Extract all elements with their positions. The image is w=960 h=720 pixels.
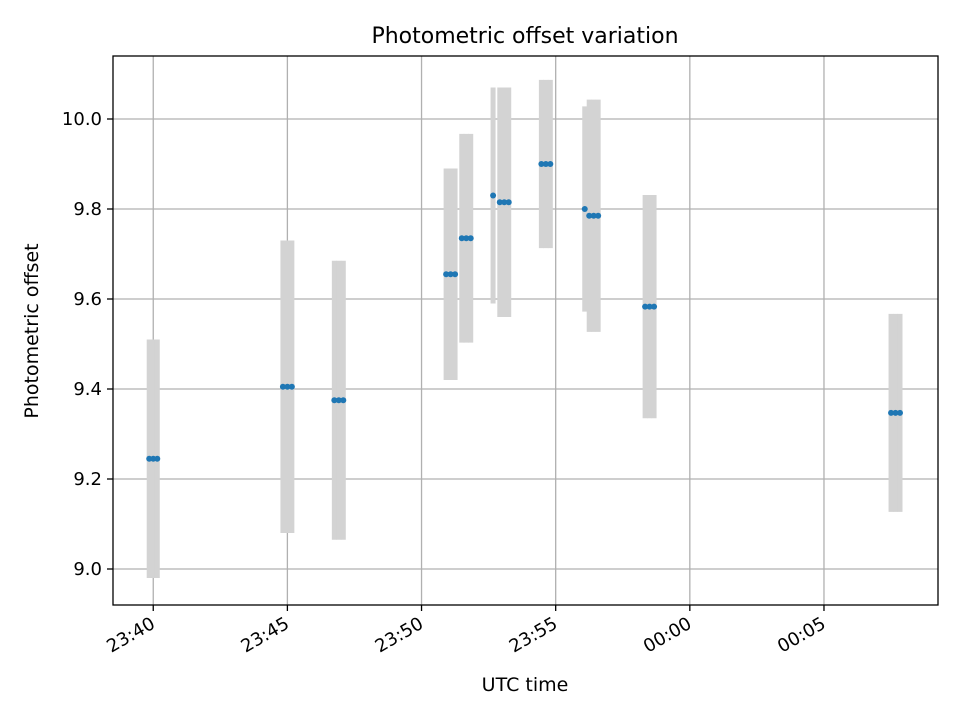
data-point: [538, 161, 545, 167]
data-point: [505, 199, 512, 206]
x-tick-label: 23:40: [103, 613, 158, 657]
data-point: [496, 199, 503, 206]
data-point: [288, 383, 295, 390]
data-point: [284, 383, 291, 390]
data-point: [586, 212, 593, 219]
data-point: [340, 397, 347, 404]
data-point: [154, 455, 161, 462]
data-points: [146, 161, 903, 462]
x-axis-label: UTC time: [482, 674, 569, 696]
x-tick-label: 23:45: [237, 613, 292, 657]
data-point: [581, 206, 588, 212]
data-point: [590, 212, 597, 219]
data-point: [651, 303, 658, 310]
data-point: [443, 271, 450, 278]
data-point: [463, 235, 470, 242]
data-point: [542, 161, 549, 167]
data-point: [892, 409, 899, 416]
plot-frame: [112, 55, 939, 606]
data-point: [642, 303, 649, 310]
y-tick-label: 10.0: [62, 109, 102, 130]
chart-title: Photometric offset variation: [371, 24, 678, 49]
data-point: [888, 409, 895, 416]
x-axis-ticks: 23:40 23:45 23:50 23:55 00:00 00:05: [103, 605, 829, 657]
data-point: [547, 161, 554, 167]
data-point: [646, 303, 653, 310]
x-tick-label: 00:05: [774, 613, 829, 657]
y-tick-label: 9.2: [73, 469, 102, 490]
data-point: [896, 409, 903, 416]
grid-lines: [113, 56, 938, 605]
y-tick-label: 9.4: [73, 379, 102, 400]
data-point: [335, 397, 342, 404]
y-tick-label: 9.8: [73, 199, 102, 220]
data-point: [458, 235, 465, 242]
y-tick-label: 9.0: [73, 559, 102, 580]
x-tick-label: 00:00: [640, 613, 695, 657]
y-axis-label: Photometric offset: [21, 243, 43, 418]
y-tick-label: 9.6: [73, 289, 102, 310]
y-axis-ticks: 9.0 9.2 9.4 9.6 9.8 10.0: [62, 109, 113, 580]
x-tick-label: 23:55: [506, 613, 561, 657]
data-point: [501, 199, 508, 206]
data-point: [595, 212, 602, 219]
data-point: [447, 271, 454, 278]
data-point: [452, 271, 459, 278]
data-point: [279, 383, 286, 390]
x-tick-label: 23:50: [372, 613, 427, 657]
data-point: [331, 397, 338, 404]
data-point: [467, 235, 474, 242]
error-bars: [146, 79, 903, 578]
data-point: [490, 192, 497, 199]
